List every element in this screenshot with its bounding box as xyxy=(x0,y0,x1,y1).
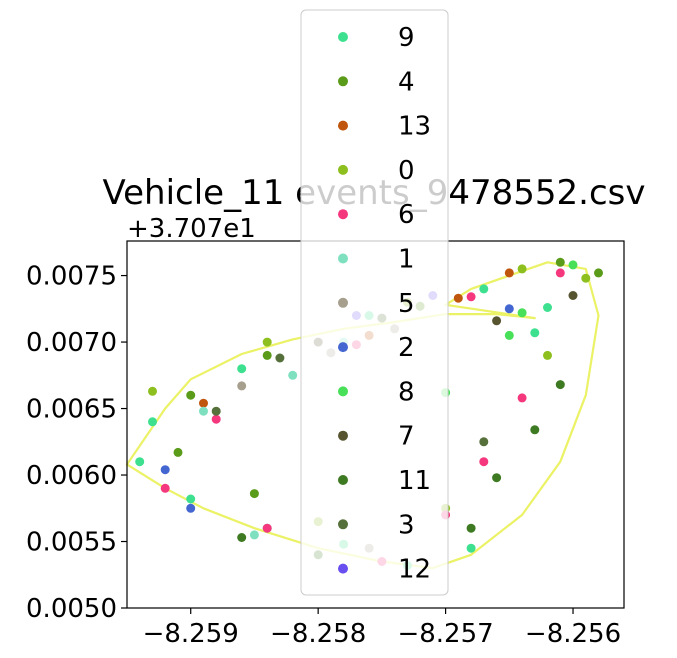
legend-label-1: 1 xyxy=(398,245,415,275)
point-series-0-5 xyxy=(543,350,552,360)
point-series-2-0 xyxy=(160,465,170,475)
point-series-9-0 xyxy=(530,328,540,338)
legend-marker-1 xyxy=(338,253,348,264)
point-series-9-6 xyxy=(135,457,145,467)
legend-label-0: 0 xyxy=(398,156,415,186)
point-series-3-3 xyxy=(479,437,489,447)
legend-marker-9 xyxy=(338,32,348,42)
point-series-11-2 xyxy=(555,380,565,390)
point-series-0-1 xyxy=(262,337,272,347)
point-series-4-6 xyxy=(249,489,259,499)
point-series-4-4 xyxy=(186,390,196,400)
point-series-7-1 xyxy=(492,316,502,326)
point-series-4-1 xyxy=(594,268,603,278)
legend-label-8: 8 xyxy=(398,377,415,407)
point-series-11-0 xyxy=(492,473,502,483)
point-series-7-2 xyxy=(568,291,578,300)
point-series-3-1 xyxy=(275,353,285,363)
point-series-13-2 xyxy=(453,293,463,303)
x-tick-label: −8.258 xyxy=(270,619,366,649)
point-series-9-5 xyxy=(148,417,157,427)
point-series-4-3 xyxy=(262,350,272,360)
legend-marker-6 xyxy=(338,209,348,220)
point-series-9-7 xyxy=(186,494,196,504)
legend-items: 9 4 13 0 6 1 5 2 8 7 11 3 12 xyxy=(338,23,431,585)
point-series-1-3 xyxy=(249,530,259,540)
point-series-9-4 xyxy=(237,364,247,374)
point-series-0-4 xyxy=(581,273,591,283)
x-axis: −8.259 −8.258 −8.257 −8.256 xyxy=(143,608,621,649)
legend-marker-11 xyxy=(338,475,348,485)
y-axis: 0.0050 0.0055 0.0060 0.0065 0.0070 0.0075 xyxy=(26,262,127,624)
legend-marker-7 xyxy=(338,430,348,441)
legend-marker-12 xyxy=(338,563,348,574)
legend-marker-3 xyxy=(338,519,348,530)
legend-label-9: 9 xyxy=(398,23,415,53)
y-tick-label: 0.0050 xyxy=(26,594,117,624)
legend-marker-0 xyxy=(338,164,348,175)
legend-label-2: 2 xyxy=(398,333,415,363)
point-series-8-0 xyxy=(568,260,578,270)
legend-marker-13 xyxy=(338,120,348,131)
point-series-2-2 xyxy=(504,304,514,314)
point-series-9-2 xyxy=(479,284,489,294)
legend-label-5: 5 xyxy=(398,289,415,319)
legend-label-12: 12 xyxy=(398,555,431,585)
y-tick-label: 0.0075 xyxy=(26,262,117,292)
legend-box xyxy=(300,9,449,596)
point-series-11-4 xyxy=(237,533,247,542)
legend-marker-5 xyxy=(338,297,348,308)
y-axis-offset-label: +3.707e1 xyxy=(127,214,256,244)
point-series-3-0 xyxy=(211,406,221,416)
point-series-6-9 xyxy=(160,483,170,493)
point-series-13-0 xyxy=(199,398,208,408)
legend-label-11: 11 xyxy=(398,466,431,496)
point-series-1-1 xyxy=(288,370,298,380)
x-tick-label: −8.259 xyxy=(143,619,239,649)
point-series-2-1 xyxy=(186,503,196,513)
y-tick-label: 0.0055 xyxy=(26,528,117,558)
point-series-11-3 xyxy=(466,523,476,533)
legend-label-13: 13 xyxy=(398,112,431,142)
y-tick-label: 0.0060 xyxy=(26,461,117,491)
point-series-6-8 xyxy=(262,523,272,533)
y-tick-label: 0.0065 xyxy=(26,395,117,425)
point-series-1-0 xyxy=(199,406,208,416)
point-series-8-1 xyxy=(504,330,514,340)
point-series-6-3 xyxy=(555,268,565,278)
point-series-13-3 xyxy=(504,268,514,278)
legend-marker-8 xyxy=(338,386,348,397)
point-series-0-3 xyxy=(517,264,527,274)
legend-label-6: 6 xyxy=(398,200,415,230)
point-series-9-11 xyxy=(466,543,476,553)
point-series-8-3 xyxy=(517,308,527,318)
legend: 9 4 13 0 6 1 5 2 8 7 11 3 12 xyxy=(300,9,449,596)
y-tick-label: 0.0070 xyxy=(26,328,117,358)
x-tick-label: −8.256 xyxy=(525,619,621,649)
legend-label-3: 3 xyxy=(398,510,415,540)
legend-marker-4 xyxy=(338,76,348,87)
legend-marker-2 xyxy=(338,342,348,353)
point-series-6-4 xyxy=(517,393,527,403)
point-series-9-1 xyxy=(543,303,552,312)
point-series-6-2 xyxy=(466,292,476,302)
point-series-0-0 xyxy=(148,386,157,396)
legend-label-4: 4 xyxy=(398,67,415,97)
point-series-11-1 xyxy=(530,425,540,435)
point-series-4-0 xyxy=(555,257,565,267)
point-series-5-2 xyxy=(237,381,247,391)
point-series-6-5 xyxy=(479,457,489,467)
x-tick-label: −8.257 xyxy=(397,619,493,649)
point-series-4-5 xyxy=(173,447,183,457)
point-series-6-0 xyxy=(211,414,221,424)
legend-label-7: 7 xyxy=(398,422,415,452)
